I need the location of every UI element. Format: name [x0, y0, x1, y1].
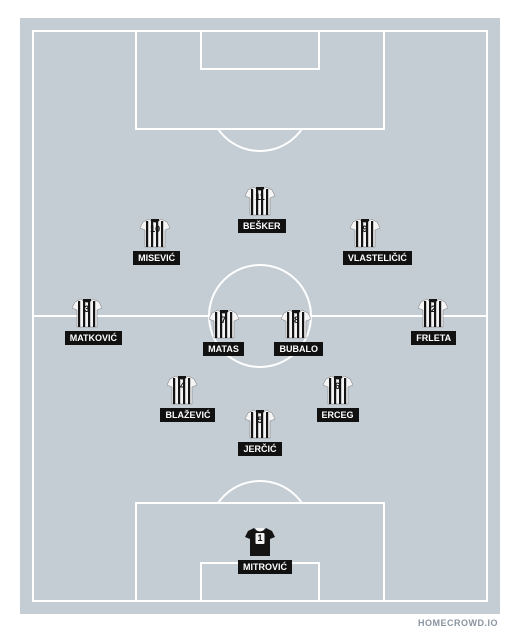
player-name-label: JERČIĆ [238, 442, 281, 456]
player-number: 3 [84, 305, 89, 314]
jersey-icon: 4 [164, 375, 200, 405]
player-number: 8 [294, 316, 299, 325]
player-lcb: 4BLAŽEVIĆ [160, 375, 204, 423]
goalkeeper-jersey-icon: 1 [242, 527, 278, 557]
player-ram: 9VLASTELIČIĆ [343, 218, 387, 266]
player-cb: 5 JERČIĆ [238, 409, 282, 457]
jersey-icon: 6 [320, 375, 356, 405]
player-name-label: MATKOVIĆ [65, 331, 122, 345]
player-lcm: 7 MATAS [202, 309, 246, 357]
player-number: 9 [362, 225, 367, 234]
player-number: 7 [221, 316, 226, 325]
player-number: 4 [180, 382, 185, 391]
player-name-label: MATAS [203, 342, 244, 356]
player-name-label: BEŠKER [238, 219, 286, 233]
jersey-icon: 2 [415, 298, 451, 328]
player-name-label: FRLETA [411, 331, 456, 345]
jersey-icon: 8 [278, 309, 314, 339]
player-name-label: VLASTELIČIĆ [343, 251, 412, 265]
player-rcm: 8BUBALO [274, 309, 318, 357]
player-name-label: BLAŽEVIĆ [160, 408, 215, 422]
player-st: 11BEŠKER [238, 186, 282, 234]
football-pitch: 1MITROVIĆ5JERČIĆ4BLAŽEVIĆ6ERCEG3MATKOVIĆ… [20, 18, 500, 614]
player-name-label: MITROVIĆ [238, 560, 292, 574]
player-number: 2 [431, 305, 436, 314]
player-gk: 1MITROVIĆ [238, 527, 282, 575]
player-name-label: BUBALO [274, 342, 323, 356]
player-number: 5 [257, 416, 262, 425]
jersey-icon: 7 [206, 309, 242, 339]
jersey-icon: 3 [69, 298, 105, 328]
player-number: 10 [150, 225, 160, 234]
top-penalty-arc [208, 130, 312, 152]
jersey-icon: 11 [242, 186, 278, 216]
bottom-penalty-arc [208, 480, 312, 502]
player-name-label: ERCEG [317, 408, 359, 422]
player-name-label: MISEVIĆ [133, 251, 180, 265]
jersey-icon: 5 [242, 409, 278, 439]
player-lam: 10 MISEVIĆ [133, 218, 177, 266]
player-rwb: 2 FRLETA [411, 298, 455, 346]
player-lwb: 3MATKOVIĆ [65, 298, 109, 346]
top-six-yard-box [200, 30, 320, 70]
stage: 1MITROVIĆ5JERČIĆ4BLAŽEVIĆ6ERCEG3MATKOVIĆ… [0, 0, 520, 640]
player-rcb: 6 ERCEG [316, 375, 360, 423]
player-number: 1 [257, 534, 262, 543]
jersey-icon: 10 [137, 218, 173, 248]
player-number: 6 [335, 382, 340, 391]
watermark-text: HOMECROWD.IO [418, 618, 498, 628]
player-number: 11 [255, 193, 265, 202]
jersey-icon: 9 [347, 218, 383, 248]
